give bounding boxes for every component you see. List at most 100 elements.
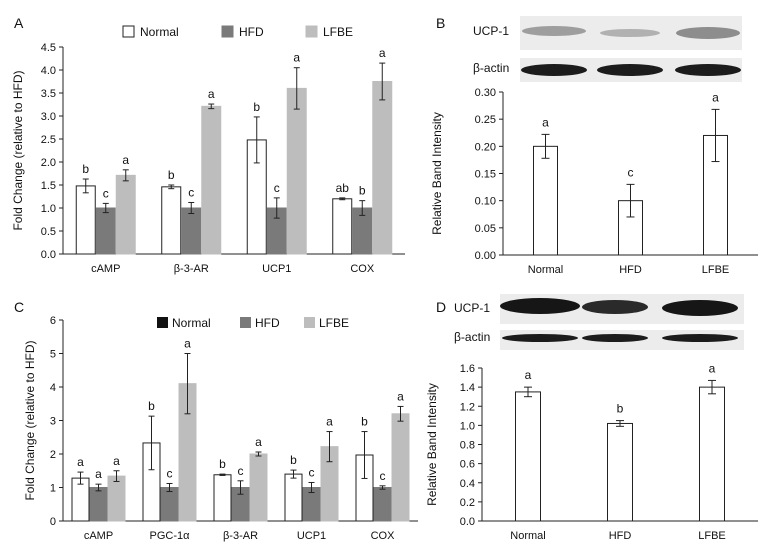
bar-c-lfbe bbox=[249, 453, 268, 522]
chart-a-x-tick-label: UCP1 bbox=[262, 263, 291, 275]
blot-d-ucp1-label: UCP-1 bbox=[454, 301, 490, 315]
bar-d-normal bbox=[515, 391, 541, 522]
significance-letter-b: a bbox=[542, 115, 549, 129]
blot-b-ucp1-band-hfd bbox=[600, 29, 660, 37]
bar-c-lfbe bbox=[107, 475, 126, 522]
chart-d-x-tick-label: HFD bbox=[609, 530, 632, 542]
significance-letter-c: b bbox=[361, 415, 368, 429]
chart-b-x-tick-label: Normal bbox=[528, 264, 563, 276]
chart-b-y-tick-label: 0.20 bbox=[475, 141, 496, 153]
chart-b: 0.00 0.05 0.10 0.15 0.20 0.25 0.30 Relative Ban… bbox=[430, 87, 758, 276]
panel-a: A Normal HFD LFBE 0.0 0.5 1.0 1.5 2.0 2.5 3.0 3… bbox=[11, 15, 405, 275]
legend-a-hfd-label: HFD bbox=[239, 25, 264, 39]
bar-a-normal bbox=[332, 198, 353, 255]
significance-letter-a: a bbox=[122, 153, 129, 167]
significance-letter-c: a bbox=[77, 455, 84, 469]
chart-d-y-tick-label: 0.2 bbox=[460, 497, 475, 509]
chart-b-x-tick-label: LFBE bbox=[702, 264, 730, 276]
bar-a-hfd bbox=[181, 207, 202, 255]
significance-letter-a: c bbox=[188, 185, 194, 199]
chart-c-x-tick-label: PGC-1α bbox=[150, 530, 191, 542]
chart-a-y-tick-label: 0.5 bbox=[41, 226, 56, 238]
bar-c-normal bbox=[284, 473, 303, 522]
chart-a-y-tick-label: 3.0 bbox=[41, 111, 56, 123]
bar-c-normal bbox=[213, 474, 232, 522]
bar-c-hfd bbox=[160, 487, 179, 522]
chart-d-y-tick-label: 0.8 bbox=[460, 440, 475, 452]
significance-letter-a: a bbox=[379, 46, 386, 60]
chart-a: 0.0 0.5 1.0 1.5 2.0 2.5 3.0 3.5 4.0 4.5 Fold Chang… bbox=[11, 42, 405, 275]
blot-d-actin-band-lfbe bbox=[662, 334, 738, 342]
chart-d-y-tick-label: 1.4 bbox=[460, 382, 475, 394]
chart-d-y-tick-label: 1.0 bbox=[460, 420, 475, 432]
significance-letter-c: b bbox=[290, 453, 297, 467]
bar-a-lfbe bbox=[372, 81, 393, 255]
significance-letter-d: b bbox=[617, 402, 624, 416]
bar-a-lfbe bbox=[201, 105, 222, 255]
legend-a-lfbe-swatch bbox=[305, 25, 318, 38]
blot-b-actin-band-normal bbox=[521, 64, 587, 76]
significance-letter-c: b bbox=[219, 457, 226, 471]
chart-c-y-label: Fold Change (relative to HFD) bbox=[23, 340, 37, 500]
bar-d-lfbe bbox=[699, 386, 725, 522]
significance-letter-c: c bbox=[380, 469, 386, 483]
significance-letter-c: b bbox=[148, 399, 155, 413]
significance-letter-c: c bbox=[309, 465, 315, 479]
chart-c-y-tick-label: 2 bbox=[50, 449, 56, 461]
legend-a-hfd-swatch bbox=[221, 25, 234, 38]
chart-d-x-tick-label: LFBE bbox=[698, 530, 726, 542]
chart-b-y-label: Relative Band Intensity bbox=[430, 112, 444, 235]
significance-letter-b: c bbox=[628, 165, 634, 179]
chart-d-y-tick-label: 0.4 bbox=[460, 478, 475, 490]
bar-d-hfd bbox=[607, 422, 633, 522]
significance-letter-a: b bbox=[253, 100, 260, 114]
panel-b: B UCP-1 β-actin 0.00 0.05 0.10 0.15 0.20 0.25… bbox=[430, 15, 758, 276]
chart-b-y-tick-label: 0.15 bbox=[475, 169, 496, 181]
legend-c-hfd-swatch bbox=[240, 317, 251, 328]
blot-d-ucp1-band-normal bbox=[500, 298, 580, 314]
chart-d-x-tick-label: Normal bbox=[510, 530, 545, 542]
panel-c-legend: Normal HFD LFBE bbox=[157, 316, 349, 330]
chart-a-y-tick-label: 0.0 bbox=[41, 249, 56, 261]
chart-d-y-tick-label: 0.6 bbox=[460, 459, 475, 471]
chart-a-x-tick-label: cAMP bbox=[91, 263, 120, 275]
panel-c-letter: C bbox=[14, 299, 24, 315]
bar-c-lfbe bbox=[391, 413, 410, 522]
bar-a-normal bbox=[161, 186, 182, 255]
panel-a-letter: A bbox=[14, 15, 24, 31]
significance-letter-a: c bbox=[103, 186, 109, 200]
legend-c-lfbe-label: LFBE bbox=[319, 316, 349, 330]
significance-letter-c: a bbox=[95, 467, 102, 481]
chart-a-y-tick-label: 1.5 bbox=[41, 180, 56, 192]
bar-b-normal bbox=[533, 145, 558, 256]
significance-letter-c: c bbox=[238, 464, 244, 478]
chart-c-x-tick-label: COX bbox=[371, 530, 396, 542]
chart-d-y-tick-label: 1.6 bbox=[460, 363, 475, 375]
panel-c: C Normal HFD LFBE 0 1 2 3 4 5 6 Fold Change (re… bbox=[14, 299, 418, 542]
blot-b-actin-band-hfd bbox=[597, 64, 663, 76]
chart-c-y-tick-label: 6 bbox=[50, 315, 56, 327]
significance-letter-c: a bbox=[397, 389, 404, 403]
blot-b-ucp1 bbox=[520, 16, 742, 50]
chart-a-y-tick-label: 3.5 bbox=[41, 88, 56, 100]
significance-letter-c: a bbox=[113, 454, 120, 468]
panel-b-letter: B bbox=[436, 15, 445, 31]
bar-a-hfd bbox=[95, 207, 116, 255]
chart-a-y-tick-label: 1.0 bbox=[41, 203, 56, 215]
chart-a-y-tick-label: 2.0 bbox=[41, 157, 56, 169]
chart-b-y-tick-label: 0.00 bbox=[475, 250, 496, 262]
chart-a-y-tick-label: 4.0 bbox=[41, 65, 56, 77]
blot-b-actin bbox=[520, 58, 742, 82]
legend-a-normal-label: Normal bbox=[140, 25, 179, 39]
significance-letter-c: a bbox=[326, 415, 333, 429]
chart-a-y-tick-label: 4.5 bbox=[41, 42, 56, 54]
panel-a-legend: Normal HFD LFBE bbox=[122, 25, 353, 39]
significance-letter-d: a bbox=[525, 368, 532, 382]
significance-letter-b: a bbox=[712, 90, 719, 104]
panel-d-letter: D bbox=[436, 299, 446, 315]
significance-letter-a: a bbox=[208, 87, 215, 101]
blot-d-actin bbox=[500, 330, 744, 350]
chart-d-y-tick-label: 1.2 bbox=[460, 401, 475, 413]
significance-letter-c: a bbox=[255, 435, 262, 449]
